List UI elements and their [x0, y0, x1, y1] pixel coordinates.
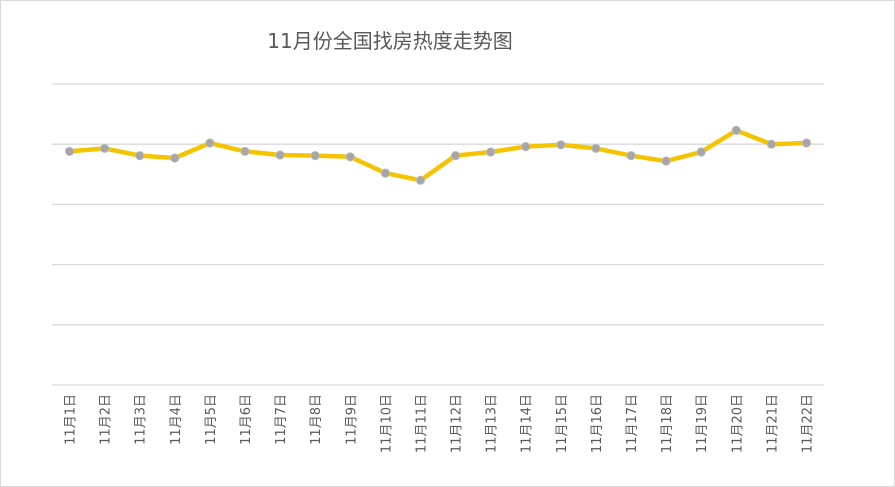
- chart-title: 11月份全国找房热度走势图: [267, 29, 513, 53]
- data-point-3: [135, 151, 145, 161]
- x-tick-label: 11月1日: [64, 394, 79, 445]
- data-points: [64, 125, 812, 185]
- data-point-14: [521, 142, 531, 152]
- x-tick-label: 11月13日: [485, 394, 500, 453]
- data-point-5: [205, 138, 215, 148]
- data-point-16: [591, 143, 601, 154]
- data-point-2: [100, 143, 110, 154]
- data-point-1: [64, 146, 75, 157]
- series-line: [67, 128, 809, 183]
- data-point-13: [486, 147, 496, 157]
- x-tick-label: 11月17日: [625, 394, 640, 453]
- x-tick-label: 11月22日: [800, 394, 815, 453]
- x-tick-label: 11月15日: [555, 394, 570, 453]
- x-axis-labels: 11月1日 11月2日 11月3日 11月4日 11月5日 11月6日 11月7日 11月8日…: [64, 394, 816, 453]
- x-tick-label: 11月12日: [450, 394, 465, 453]
- data-point-15: [556, 140, 566, 150]
- data-point-4: [170, 153, 180, 163]
- x-tick-label: 11月9日: [344, 394, 359, 445]
- x-tick-label: 11月11日: [414, 394, 429, 453]
- x-tick-label: 11月21日: [765, 394, 780, 453]
- x-tick-label: 11月8日: [309, 394, 324, 445]
- x-tick-label: 11月5日: [204, 394, 219, 445]
- data-point-19: [696, 147, 706, 157]
- data-point-9: [345, 152, 355, 162]
- data-point-17: [626, 151, 636, 161]
- data-point-18: [661, 156, 671, 166]
- data-point-8: [310, 151, 320, 161]
- x-tick-label: 11月16日: [590, 394, 605, 453]
- data-point-12: [450, 151, 461, 161]
- x-tick-label: 11月18日: [660, 394, 675, 453]
- x-tick-label: 11月2日: [99, 394, 114, 445]
- x-tick-label: 11月4日: [169, 394, 184, 445]
- data-point-11: [415, 175, 426, 185]
- x-tick-label: 11月10日: [379, 394, 394, 453]
- data-point-22: [801, 138, 812, 148]
- data-point-6: [240, 146, 250, 157]
- x-tick-label: 11月14日: [520, 394, 535, 453]
- data-point-20: [731, 125, 741, 135]
- data-point-21: [766, 139, 776, 149]
- data-point-10: [380, 168, 390, 178]
- x-tick-label: 11月6日: [239, 394, 254, 445]
- x-tick-label: 11月19日: [695, 394, 710, 453]
- x-tick-label: 11月3日: [134, 394, 149, 445]
- gridlines: [52, 83, 824, 386]
- data-point-7: [275, 150, 285, 160]
- x-tick-label: 11月20日: [730, 394, 745, 453]
- series-line-layer: [67, 128, 809, 183]
- x-tick-label: 11月7日: [274, 394, 289, 445]
